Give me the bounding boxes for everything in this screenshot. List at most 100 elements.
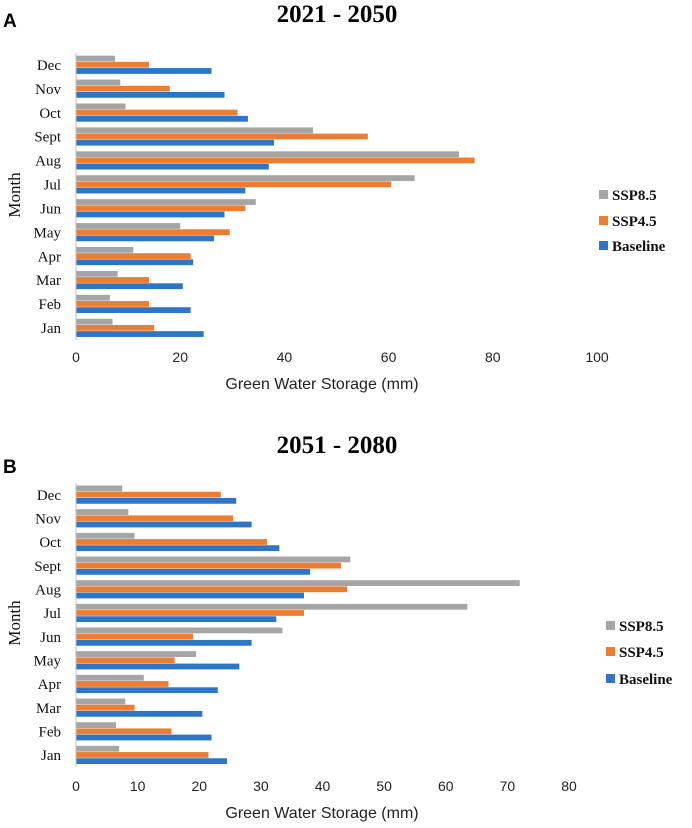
panel-b-bar-ssp85-nov	[76, 509, 129, 515]
panel-a-legend-swatch	[599, 190, 608, 199]
panel-a-bar-ssp45-feb	[76, 301, 149, 307]
panel-b-y-axis-title: Month	[5, 600, 24, 646]
panel-b-category-label: Nov	[35, 512, 61, 528]
panel-a-bar-baseline-may	[76, 235, 215, 242]
panel-b-bar-baseline-aug	[76, 592, 305, 599]
panel-b-bar-ssp45-apr	[76, 681, 169, 687]
panel-b-bar-baseline-jul	[76, 616, 277, 623]
panel-b-x-tick-label: 30	[253, 778, 269, 794]
panel-b-category-label: Aug	[35, 583, 61, 599]
panel-a-legend-swatch	[599, 216, 608, 225]
panel-b-legend: SSP8.5 SSP4.5 Baseline	[606, 619, 673, 688]
panel-b-x-tick-label: 0	[72, 778, 80, 794]
panel-b-bar-baseline-jan	[76, 758, 227, 765]
panel-a-plot: 0 20 40 60 80 100 Jan Feb Mar Apr May Jun Jul Aug Sept…	[34, 53, 609, 365]
panel-a-x-tick-label: 80	[485, 349, 501, 365]
panel-a-legend-swatch	[599, 241, 608, 250]
panel-b-bar-ssp45-jan	[76, 752, 209, 758]
panel-b-legend-label: SSP4.5	[619, 645, 664, 661]
panel-a-category-label: Jan	[41, 321, 61, 337]
panel-b-x-axis-title: Green Water Storage (mm)	[225, 805, 418, 822]
panel-a-bar-ssp85-nov	[76, 79, 121, 86]
panel-a-bar-ssp85-feb	[76, 294, 110, 301]
panel-b-x-tick-label: 20	[191, 778, 207, 794]
panel-b-bar-ssp85-may	[76, 651, 197, 657]
panel-b-category-label: Oct	[39, 535, 61, 551]
panel-a-bar-baseline-jan	[76, 331, 204, 337]
panel-b-x-tick-label: 80	[561, 778, 577, 794]
panel-b-bar-ssp85-jul	[76, 603, 468, 610]
panel-a-bar-ssp45-apr	[76, 253, 191, 259]
panel-b-bar-baseline-nov	[76, 521, 252, 528]
panel-b-bar-baseline-sept	[76, 568, 311, 575]
panel-b-category-label: Jun	[40, 630, 61, 646]
panel-b-bar-ssp45-aug	[76, 586, 348, 593]
panel-b-category-label: May	[34, 654, 62, 670]
panel-a-x-axis-title: Green Water Storage (mm)	[225, 376, 418, 393]
panel-b-bar-baseline-oct	[76, 545, 280, 552]
panel-b-bar-ssp45-mar	[76, 704, 135, 711]
panel-b-bar-ssp45-feb	[76, 728, 172, 735]
panel-a-bar-ssp85-mar	[76, 270, 118, 277]
panel-b-bar-ssp85-feb	[76, 722, 117, 728]
panel-a-bar-baseline-apr	[76, 259, 194, 266]
panel-b-bar-baseline-jun	[76, 639, 252, 646]
panel-a-category-label: May	[34, 225, 62, 241]
panel-a-bar-ssp85-jan	[76, 318, 113, 325]
panel-b-legend-swatch	[606, 647, 615, 656]
panel-a-category-label: Feb	[39, 297, 62, 313]
panel-a-bar-ssp45-jan	[76, 324, 155, 331]
panel-b-bar-ssp45-jul	[76, 610, 305, 616]
panel-b-legend-label: Baseline	[619, 672, 673, 688]
panel-a-bar-ssp45-nov	[76, 85, 170, 92]
panel-b-category-label: Jul	[43, 606, 61, 622]
panel-a-bar-ssp45-sept	[76, 133, 368, 140]
panel-a-legend-label: SSP4.5	[612, 214, 657, 230]
panel-a-bar-baseline-sept	[76, 139, 274, 146]
panel-a-bar-baseline-oct	[76, 115, 248, 122]
panel-a-bar-ssp45-jul	[76, 181, 392, 188]
panel-b-bar-ssp45-oct	[76, 539, 268, 545]
panel-a-title: 2021 - 2050	[277, 1, 398, 28]
panel-a-category-label: Jun	[40, 201, 61, 217]
panel-a-bar-baseline-aug	[76, 163, 269, 170]
panel-b-bar-ssp85-sept	[76, 556, 351, 563]
panel-b: B 2051 - 2080 Month Green Water Storage …	[3, 432, 673, 822]
panel-a-category-label: Oct	[39, 106, 61, 122]
panel-b-bar-ssp85-aug	[76, 580, 520, 586]
panel-b-bar-ssp45-nov	[76, 515, 234, 522]
panel-b-x-tick-label: 70	[500, 778, 516, 794]
panel-b-bar-ssp45-may	[76, 657, 175, 664]
panel-b-bar-ssp45-dec	[76, 491, 221, 498]
panel-a-category-label: Sept	[34, 130, 62, 146]
panel-b-category-label: Jan	[41, 748, 61, 764]
panel-a-bar-ssp85-oct	[76, 103, 126, 110]
panel-b-bar-ssp45-sept	[76, 562, 341, 569]
panel-b-plot: 0 10 20 30 40 50 60 70 80 Jan Feb Mar Apr May Jun Jul Au…	[34, 483, 577, 794]
panel-a-category-label: Mar	[36, 273, 61, 289]
panel-b-category-label: Feb	[39, 725, 62, 741]
panel-a-category-label: Dec	[37, 58, 61, 74]
panel-a-x-tick-label: 0	[72, 349, 80, 365]
panel-a-legend-label: Baseline	[612, 239, 666, 255]
panel-b-letter: B	[3, 457, 17, 478]
panel-a-bar-baseline-jul	[76, 187, 246, 194]
panel-a-bar-ssp85-jun	[76, 199, 256, 205]
panel-a-category-label: Aug	[35, 154, 61, 170]
panel-a-bar-ssp45-jun	[76, 205, 246, 212]
panel-b-bar-ssp85-apr	[76, 674, 144, 681]
panel-a-y-axis-title: Month	[5, 172, 24, 218]
panel-b-x-tick-label: 40	[315, 778, 331, 794]
panel-b-x-tick-label: 10	[130, 778, 146, 794]
panel-b-bar-ssp85-dec	[76, 485, 123, 492]
panel-a-x-tick-label: 60	[381, 349, 397, 365]
panel-b-bar-baseline-apr	[76, 687, 218, 694]
panel-b-bar-baseline-mar	[76, 710, 203, 717]
panel-b-category-label: Mar	[36, 701, 61, 717]
panel-a-bar-ssp45-aug	[76, 157, 475, 164]
panel-b-bar-ssp85-jun	[76, 627, 283, 634]
panel-b-bar-baseline-feb	[76, 734, 212, 741]
panel-a-bar-ssp85-dec	[76, 55, 116, 62]
panel-b-bar-ssp85-jan	[76, 745, 120, 752]
